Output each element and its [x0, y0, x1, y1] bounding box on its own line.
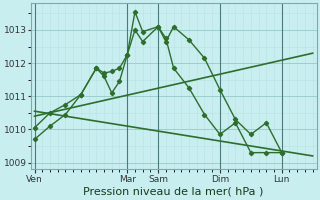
X-axis label: Pression niveau de la mer( hPa ): Pression niveau de la mer( hPa ) [84, 187, 264, 197]
